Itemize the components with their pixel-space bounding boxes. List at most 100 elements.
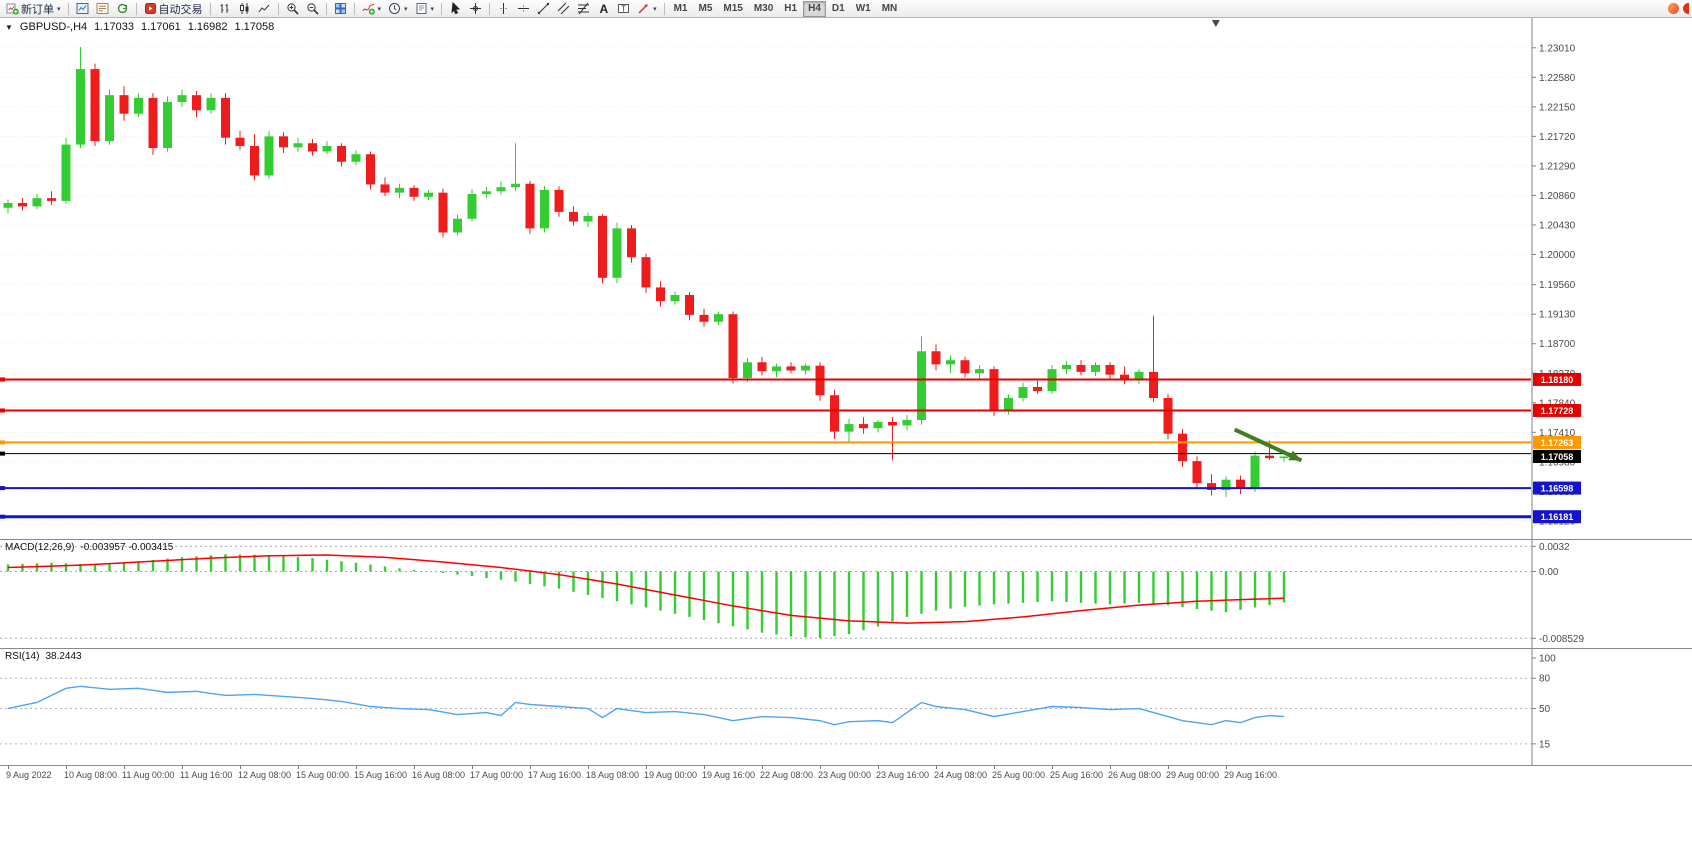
hline-price-tag[interactable]: [1533, 372, 1581, 386]
macd-chart[interactable]: 0.0032 0.00 -0.008529: [0, 540, 1692, 648]
chart-shift-marker-icon[interactable]: [1211, 20, 1220, 27]
indicators-button[interactable]: ▾: [359, 0, 385, 17]
mt4-window: 新订单 ▾ 自动交易 ▾ ▾ ▾ A T ▾ M1 M5 M15 M30 H1 H4 D1 W1 MN ▼ GBP…: [0, 0, 1692, 784]
time-axis-label: 19 Aug 16:00: [702, 770, 756, 780]
timeframe-m15-button[interactable]: M15: [723, 2, 743, 14]
vertical-line-button[interactable]: [494, 0, 513, 17]
toolbar-separator: [135, 2, 137, 15]
fibonacci-icon: [577, 2, 590, 15]
rsi-panel: RSI(14) 38.2443 100 80 50 15: [0, 649, 1692, 766]
candlestick-chart-button[interactable]: [235, 0, 254, 17]
new-order-button[interactable]: 新订单 ▾: [3, 0, 64, 17]
cursor-button[interactable]: [446, 0, 465, 17]
time-axis-label: 25 Aug 00:00: [992, 770, 1046, 780]
time-axis-label: 26 Aug 08:00: [1108, 770, 1162, 780]
time-axis-label: 22 Aug 08:00: [760, 770, 814, 780]
toolbar-separator: [441, 2, 443, 15]
time-axis-tick: [646, 766, 647, 769]
price-axis-label: 1.20430: [1539, 220, 1576, 231]
crosshair-button[interactable]: [466, 0, 485, 17]
price-axis-label: 1.20000: [1539, 250, 1576, 261]
bar-chart-button[interactable]: [215, 0, 234, 17]
fibonacci-button[interactable]: [574, 0, 593, 17]
candle-body: [830, 395, 839, 432]
candle-body: [148, 97, 158, 149]
hline-left-marker: [0, 408, 5, 413]
trendline-button[interactable]: [534, 0, 553, 17]
arrows-icon: [637, 2, 650, 15]
market-watch-button[interactable]: [93, 0, 112, 17]
candle-body: [743, 362, 752, 379]
candle-body: [989, 369, 999, 412]
candle-body: [699, 314, 709, 322]
rsi-line: [7, 685, 1285, 726]
timeframe-d1-button[interactable]: D1: [831, 2, 845, 14]
timeframe-h4-button[interactable]: H4: [803, 0, 826, 17]
new-order-button-label: 新订单: [21, 3, 54, 16]
time-axis-tick: [1168, 766, 1169, 769]
hline-price-tag[interactable]: [1533, 403, 1581, 417]
timeframe-m5-button[interactable]: M5: [698, 2, 713, 14]
cursor-icon: [449, 2, 462, 15]
channel-button[interactable]: [554, 0, 573, 17]
candle-body: [1004, 397, 1013, 412]
timeframe-mn-button[interactable]: MN: [881, 2, 898, 14]
candle-body: [859, 424, 868, 429]
bid-price-tag-label: 1.17058: [1541, 452, 1574, 462]
price-axis-label: 1.22580: [1539, 73, 1576, 84]
arrows-button[interactable]: ▾: [634, 0, 660, 17]
candle-body: [1207, 483, 1216, 490]
text-label-button[interactable]: T: [614, 0, 633, 17]
zoom-in-icon: [286, 2, 299, 15]
candle-body: [308, 143, 317, 152]
macd-axis-label: 0.0032: [1539, 542, 1570, 553]
corner-badge-icon[interactable]: [1683, 3, 1689, 14]
macd-panel: MACD(12,26,9) -0.003957 -0.003415 0.0032…: [0, 540, 1692, 649]
tile-windows-button[interactable]: [331, 0, 350, 17]
time-axis-label: 25 Aug 16:00: [1050, 770, 1104, 780]
rsi-chart[interactable]: 100 80 50 15: [0, 649, 1692, 765]
candle-body: [569, 211, 578, 222]
candle-body: [1018, 386, 1028, 398]
timeframe-h1-button[interactable]: H1: [784, 2, 798, 14]
vertical-line-icon: [497, 2, 510, 15]
autotrade-button[interactable]: 自动交易: [141, 0, 206, 17]
candle-body: [119, 95, 129, 114]
candle-body: [1192, 461, 1202, 484]
refresh-button[interactable]: [113, 0, 132, 17]
alert-icon[interactable]: [1668, 3, 1679, 14]
zoom-in-button[interactable]: [283, 0, 302, 17]
charts-list-button[interactable]: [73, 0, 92, 17]
candle-body: [612, 228, 622, 278]
timeframe-m30-button[interactable]: M30: [753, 2, 774, 14]
time-axis-tick: [994, 766, 995, 769]
time-axis-tick: [878, 766, 879, 769]
candle-body: [801, 365, 810, 371]
line-chart-button[interactable]: [255, 0, 274, 17]
svg-text:T: T: [621, 4, 626, 13]
time-axis[interactable]: 9 Aug 2022 10 Aug 08:00 11 Aug 00:00 11 Aug…: [0, 766, 1692, 784]
zoom-out-button[interactable]: [303, 0, 322, 17]
periods-button[interactable]: ▾: [385, 0, 411, 17]
hline-price-tag-label: 1.17728: [1541, 406, 1574, 416]
price-chart[interactable]: 1.23010 1.22580 1.22150 1.21720 1.21290 1.208…: [0, 18, 1692, 539]
templates-button[interactable]: ▾: [412, 0, 438, 17]
label-icon: T: [617, 2, 630, 15]
candle-body: [1134, 371, 1144, 381]
time-axis-label: 16 Aug 08:00: [412, 770, 466, 780]
svg-text:A: A: [600, 2, 609, 15]
toolbar-separator: [663, 2, 665, 15]
zoom-out-icon: [306, 2, 319, 15]
chevron-down-icon: ▾: [430, 5, 435, 13]
time-axis-tick: [820, 766, 821, 769]
hline-price-tag[interactable]: [1533, 481, 1581, 495]
hline-price-tag[interactable]: [1533, 510, 1581, 524]
text-button[interactable]: A: [594, 0, 613, 17]
annotation-arrow[interactable]: [1233, 427, 1303, 463]
horizontal-line-button[interactable]: [514, 0, 533, 17]
rsi-axis-label: 80: [1539, 674, 1551, 685]
timeframe-w1-button[interactable]: W1: [855, 2, 871, 14]
hline-price-tag[interactable]: [1533, 435, 1581, 449]
timeframe-m1-button[interactable]: M1: [673, 2, 688, 14]
price-axis-label: 1.19130: [1539, 310, 1576, 321]
